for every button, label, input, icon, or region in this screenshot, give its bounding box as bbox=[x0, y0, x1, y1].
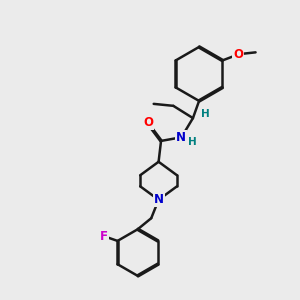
Text: H: H bbox=[201, 110, 210, 119]
Text: O: O bbox=[233, 48, 243, 61]
Text: N: N bbox=[154, 193, 164, 206]
Text: N: N bbox=[176, 131, 186, 144]
Text: H: H bbox=[188, 137, 197, 147]
Text: F: F bbox=[100, 230, 108, 242]
Text: O: O bbox=[143, 116, 153, 129]
